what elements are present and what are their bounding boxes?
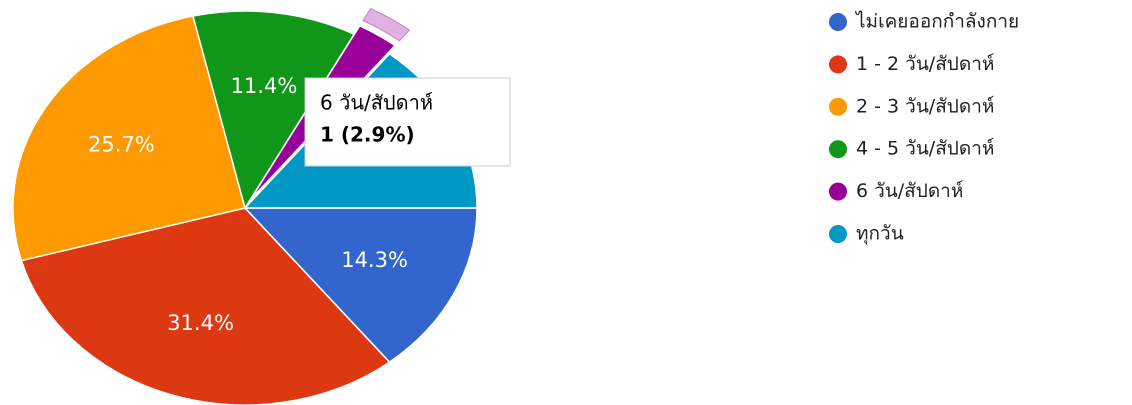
tooltip: 6 วัน/สัปดาห์ 1 (2.9%) [304,77,511,167]
legend-label: 2 - 3 วัน/สัปดาห์ [856,95,994,117]
tooltip-title: 6 วัน/สัปดาห์ [320,91,433,115]
legend-label: ไม่เคยออกกำลังกาย [854,11,1019,33]
slice [243,207,478,364]
legend-label: ทุกวัน [856,223,904,246]
tooltip-box [304,77,511,167]
slice-label: 25.7% [88,132,155,156]
slice [192,10,356,210]
slice [12,15,246,262]
tooltip-value: 1 (2.9%) [320,123,415,147]
legend-label: 1 - 2 วัน/สัปดาห์ [856,53,994,75]
slice-highlight [362,7,411,42]
legend-swatch [829,182,847,201]
slice-label: 14.3% [341,248,408,272]
slice-label: 11.4% [231,74,298,98]
pie: 14.3% 31.4% 25.7% 11.4% [12,7,478,405]
legend-swatch [829,97,847,116]
legend-swatch [829,55,847,74]
legend-swatch [829,140,847,159]
slice [20,207,391,405]
legend: ไม่เคยออกกำลังกาย 1 - 2 วัน/สัปดาห์ 2 - 3 … [829,11,1019,246]
legend-swatch [829,225,847,243]
legend-label: 6 วัน/สัปดาห์ [856,180,963,202]
legend-swatch [829,13,847,31]
legend-label: 4 - 5 วัน/สัปดาห์ [856,138,994,160]
slice-label: 31.4% [167,311,234,335]
